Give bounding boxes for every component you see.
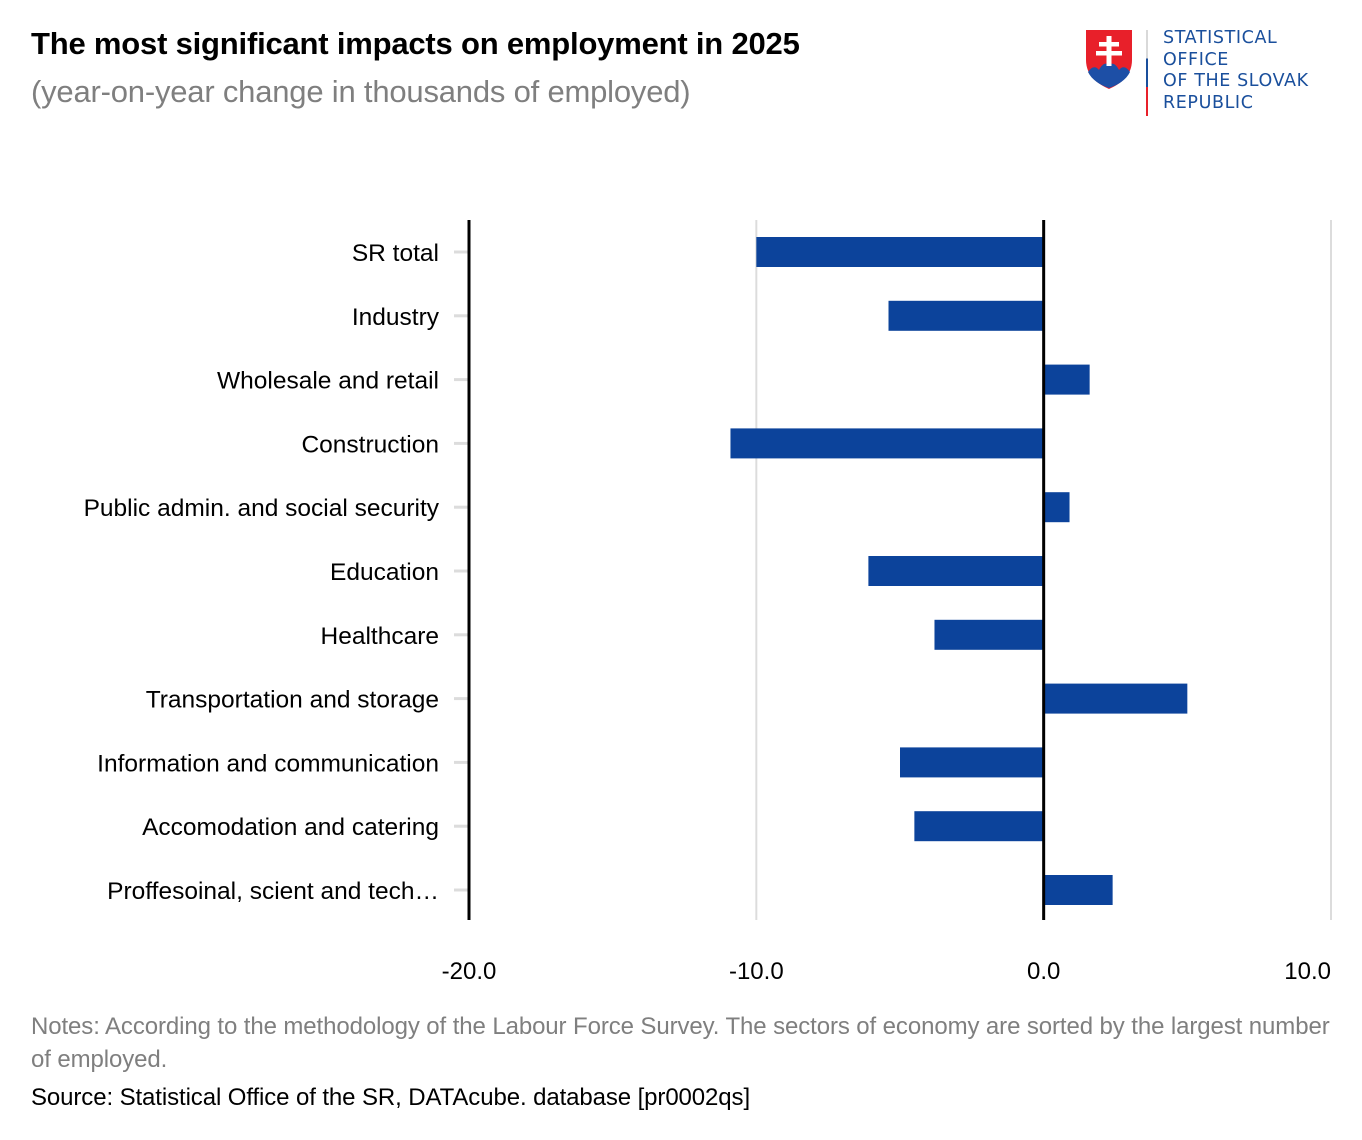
bar-chart: SR total Industry Wholesale and retail Cons… <box>84 220 1332 985</box>
chart-source: Source: Statistical Office of the SR, DA… <box>31 1084 751 1111</box>
bar-2 <box>1043 364 1090 395</box>
category-label: Wholesale and retail <box>217 368 439 395</box>
bar-9 <box>914 811 1044 842</box>
category-label: Accomodation and catering <box>142 814 439 841</box>
category-label: Industry <box>352 304 440 331</box>
logo-text: STATISTICAL OFFICE OF THE SLOVAK REPUBLI… <box>1163 28 1309 114</box>
logo-line: STATISTICAL <box>1163 28 1278 48</box>
logo-divider <box>1146 30 1148 116</box>
category-label: Public admin. and social security <box>84 495 440 522</box>
category-label: Healthcare <box>321 623 439 650</box>
category-label: Transportation and storage <box>146 687 439 714</box>
bar-7 <box>1043 683 1188 714</box>
x-tick-label: 0.0 <box>1027 958 1060 985</box>
bar-6 <box>934 619 1044 650</box>
bar-0 <box>756 237 1044 267</box>
x-tick-label: -20.0 <box>442 958 497 985</box>
category-label: Information and communication <box>97 750 439 777</box>
logo-line: REPUBLIC <box>1163 92 1254 113</box>
logo-line: OFFICE <box>1163 49 1229 70</box>
chart-notes: Notes: According to the methodology of t… <box>31 1013 1330 1073</box>
statistical-office-logo: STATISTICAL OFFICE OF THE SLOVAK REPUBLI… <box>1084 28 1344 118</box>
bar-1 <box>888 300 1044 331</box>
logo-line: OF THE SLOVAK <box>1163 71 1309 91</box>
slovak-coat-of-arms-icon <box>1086 30 1132 89</box>
bar-4 <box>1043 492 1070 523</box>
chart-subtitle: (year-on-year change in thousands of emp… <box>31 74 691 109</box>
bar-5 <box>868 556 1044 586</box>
chart-title: The most significant impacts on employme… <box>31 26 800 61</box>
category-label: Construction <box>301 431 439 458</box>
bar-10 <box>1043 875 1113 905</box>
category-label: SR total <box>352 240 439 267</box>
x-tick-label: 10.0 <box>1284 958 1331 985</box>
x-tick-label: -10.0 <box>729 958 784 985</box>
bar-3 <box>730 428 1044 459</box>
category-label: Education <box>330 559 439 586</box>
category-label: Proffesoinal, scient and tech… <box>107 878 439 905</box>
bar-8 <box>900 747 1044 778</box>
